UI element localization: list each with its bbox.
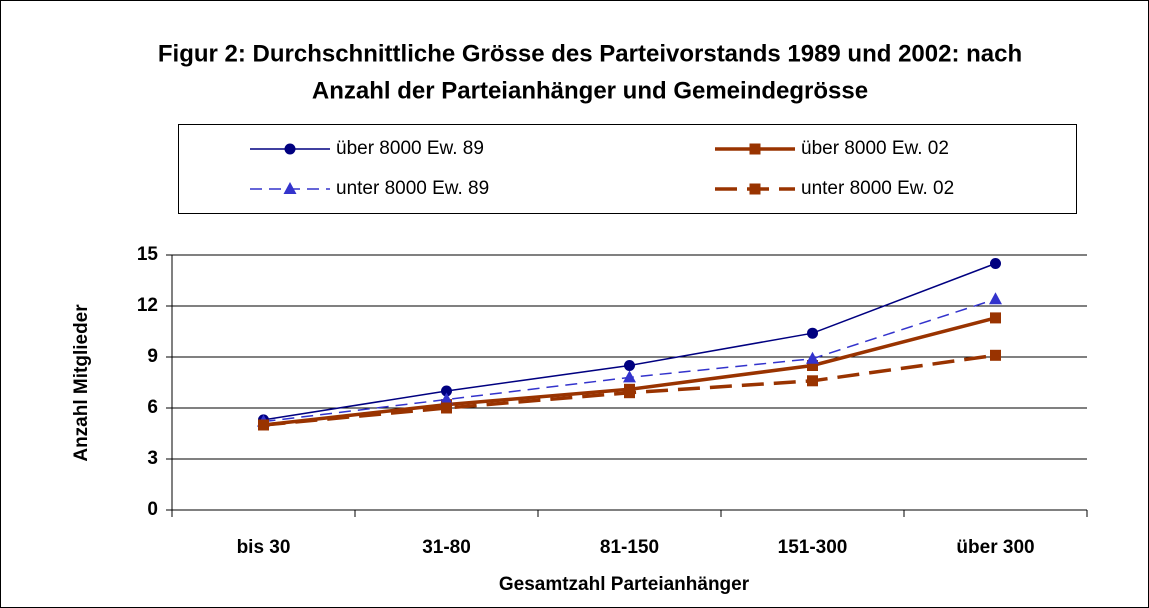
chart-title: Anzahl der Parteianhänger und Gemeindegr…: [312, 77, 868, 104]
legend-label: über 8000 Ew. 89: [336, 138, 484, 159]
marker: [441, 385, 452, 397]
marker: [807, 327, 818, 339]
marker: [807, 360, 818, 371]
marker: [623, 370, 636, 383]
x-tick-label: 151-300: [778, 537, 848, 558]
marker: [440, 392, 453, 405]
y-tick-label: 15: [137, 244, 159, 265]
chart-title: Figur 2: Durchschnittliche Grösse des Pa…: [158, 40, 1022, 67]
marker: [807, 375, 818, 387]
marker: [990, 312, 1001, 324]
y-tick-label: 0: [147, 499, 158, 520]
x-tick-label: 81-150: [600, 537, 659, 558]
marker: [624, 360, 635, 371]
y-axis-label: Anzahl Mitglieder: [71, 304, 92, 462]
legend-label: unter 8000 Ew. 89: [336, 178, 489, 199]
marker: [749, 183, 761, 195]
y-tick-label: 6: [147, 397, 158, 418]
marker: [806, 351, 819, 364]
marker: [258, 419, 269, 431]
y-tick-label: 3: [147, 448, 158, 469]
x-tick-label: über 300: [956, 537, 1034, 558]
marker: [990, 258, 1001, 269]
legend-label: über 8000 Ew. 02: [801, 138, 949, 159]
marker: [283, 182, 297, 194]
x-axis-label: Gesamtzahl Parteianhänger: [499, 574, 750, 595]
marker: [989, 292, 1002, 305]
marker: [749, 143, 761, 155]
marker: [990, 349, 1001, 361]
x-tick-label: 31-80: [422, 537, 471, 558]
x-tick-label: bis 30: [237, 537, 291, 558]
marker: [441, 402, 452, 414]
legend-label: unter 8000 Ew. 02: [801, 178, 954, 199]
y-tick-label: 12: [137, 295, 158, 316]
marker: [624, 387, 635, 399]
legend-box: [178, 124, 1077, 214]
marker: [284, 143, 296, 155]
y-tick-label: 9: [147, 346, 158, 367]
